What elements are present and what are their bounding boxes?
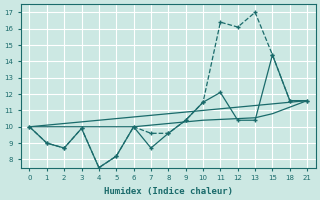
X-axis label: Humidex (Indice chaleur): Humidex (Indice chaleur) (104, 187, 233, 196)
